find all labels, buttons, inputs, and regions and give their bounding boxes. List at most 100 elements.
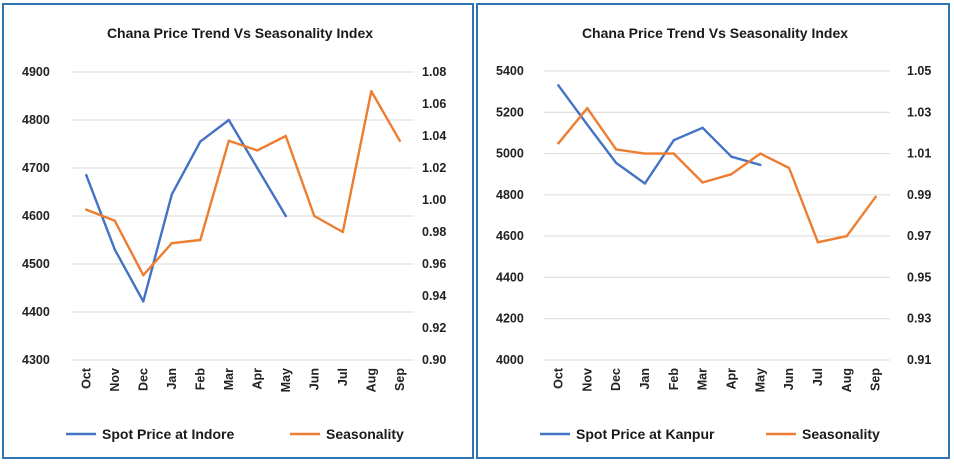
- y-right-tick-label: 0.93: [907, 312, 931, 326]
- x-tick-label: Aug: [364, 368, 378, 392]
- data-point: [85, 174, 88, 177]
- data-point: [142, 300, 145, 303]
- y-right-tick-label: 1.08: [422, 65, 446, 79]
- y-left-tick-label: 4400: [22, 305, 50, 319]
- y-left-tick-label: 4800: [22, 113, 50, 127]
- y-right-tick-label: 0.97: [907, 229, 931, 243]
- x-tick-label: Jul: [336, 368, 350, 386]
- y-left-tick-label: 4500: [22, 257, 50, 271]
- series-line-1: [557, 107, 877, 244]
- data-point: [313, 214, 316, 218]
- legend-label: Spot Price at Kanpur: [576, 426, 715, 442]
- y-right-tick-label: 1.04: [422, 129, 446, 143]
- data-point: [730, 155, 733, 158]
- x-tick-label: Feb: [667, 368, 681, 391]
- y-left-tick-label: 4600: [22, 209, 50, 223]
- x-tick-label: Jul: [811, 368, 825, 386]
- data-point: [701, 126, 704, 129]
- x-tick-label: Dec: [609, 368, 623, 391]
- data-point: [199, 238, 202, 242]
- data-point: [730, 173, 733, 176]
- x-tick-label: Jan: [638, 368, 652, 390]
- data-point: [701, 181, 704, 184]
- data-point: [845, 234, 848, 238]
- data-point: [614, 148, 618, 151]
- data-point: [643, 152, 647, 155]
- data-point: [557, 142, 560, 145]
- data-point: [557, 84, 560, 87]
- data-point: [759, 163, 762, 167]
- series-line-0: [85, 118, 287, 303]
- y-right-tick-label: 0.95: [907, 270, 931, 284]
- chart-svg-left: Chana Price Trend Vs Seasonality Index 43…: [22, 25, 446, 442]
- y-left-tick-label: 4400: [496, 270, 524, 284]
- x-tick-label: May: [753, 368, 767, 392]
- y-left-tick-label: 4900: [22, 65, 50, 79]
- y-right-tick-label: 0.99: [907, 188, 931, 202]
- x-tick-label: Mar: [222, 368, 236, 390]
- chart-title: Chana Price Trend Vs Seasonality Index: [582, 25, 848, 41]
- y-left-tick-label: 4300: [22, 353, 50, 367]
- y-left-tick-label: 4600: [496, 229, 524, 243]
- y-left-tick-label: 4700: [22, 161, 50, 175]
- y-right-tick-label: 1.06: [422, 97, 446, 111]
- x-tick-label: Nov: [580, 368, 594, 392]
- y-right-tick-label: 0.91: [907, 353, 931, 367]
- data-point: [142, 274, 145, 277]
- y-left-tick-label: 5400: [496, 64, 524, 78]
- data-point: [787, 166, 791, 170]
- data-point: [341, 230, 344, 234]
- data-point: [256, 166, 259, 170]
- x-tick-label: May: [279, 368, 293, 392]
- data-point: [170, 193, 173, 196]
- y-right-tick-label: 1.00: [422, 193, 446, 207]
- data-point: [874, 195, 877, 199]
- y-right-tick-label: 1.05: [907, 64, 931, 78]
- y-right-tick-label: 0.90: [422, 353, 446, 367]
- x-tick-label: Sep: [869, 368, 883, 391]
- data-point: [284, 214, 287, 218]
- x-tick-label: Nov: [108, 368, 122, 392]
- series-line-1: [85, 90, 401, 277]
- data-point: [370, 90, 373, 93]
- series-line-0: [557, 84, 762, 185]
- data-point: [284, 134, 287, 138]
- legend-label: Spot Price at Indore: [102, 426, 234, 442]
- y-left-tick-label: 5200: [496, 105, 524, 119]
- chart-title: Chana Price Trend Vs Seasonality Index: [107, 25, 373, 41]
- x-tick-label: Dec: [136, 368, 150, 391]
- y-right-tick-label: 1.03: [907, 105, 931, 119]
- x-tick-label: Jan: [165, 368, 179, 390]
- data-point: [672, 152, 675, 155]
- x-tick-label: Sep: [393, 368, 407, 391]
- data-point: [113, 219, 116, 222]
- x-tick-label: Apr: [250, 368, 264, 390]
- data-point: [170, 242, 173, 245]
- data-point: [759, 152, 762, 155]
- data-point: [85, 208, 88, 211]
- chart-panel-right: Chana Price Trend Vs Seasonality Index 40…: [476, 3, 950, 459]
- y-left-tick-label: 5000: [496, 147, 524, 161]
- y-right-tick-label: 0.96: [422, 257, 446, 271]
- data-point: [227, 139, 230, 142]
- x-tick-label: Jun: [782, 368, 796, 390]
- data-point: [256, 149, 259, 152]
- x-tick-label: Feb: [193, 368, 207, 391]
- data-point: [586, 106, 589, 110]
- y-left-tick-label: 4000: [496, 353, 524, 367]
- x-tick-label: Oct: [79, 367, 93, 389]
- x-tick-label: Mar: [696, 368, 710, 390]
- data-point: [672, 138, 675, 142]
- data-point: [398, 139, 401, 142]
- x-tick-label: Oct: [551, 367, 565, 389]
- x-tick-label: Apr: [724, 368, 738, 390]
- chart-panel-left: Chana Price Trend Vs Seasonality Index 43…: [2, 3, 474, 459]
- data-point: [614, 161, 618, 165]
- x-tick-label: Aug: [840, 368, 854, 392]
- y-left-tick-label: 4800: [496, 188, 524, 202]
- y-right-tick-label: 0.92: [422, 321, 446, 335]
- y-right-tick-label: 0.98: [422, 225, 446, 239]
- y-right-tick-label: 0.94: [422, 289, 446, 303]
- y-right-tick-label: 1.01: [907, 147, 931, 161]
- legend-label: Seasonality: [326, 426, 404, 442]
